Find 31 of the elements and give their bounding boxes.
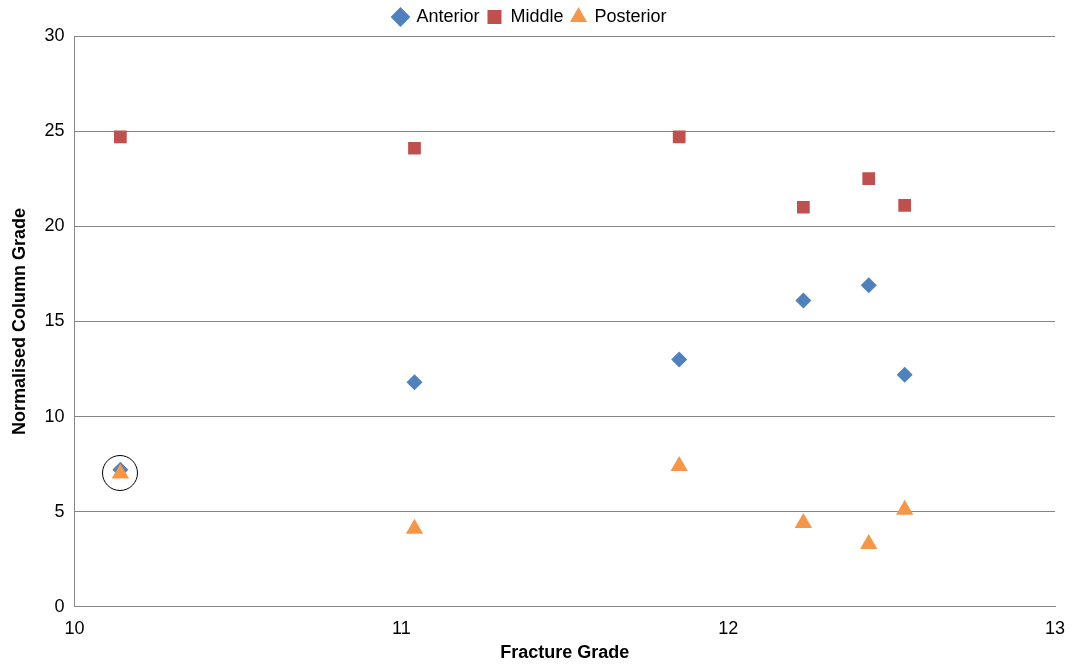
- legend-label: Anterior: [416, 5, 480, 26]
- x-axis-title: Fracture Grade: [500, 642, 630, 663]
- point: [896, 366, 913, 383]
- y-tick-label: 15: [44, 310, 65, 331]
- legend-label: Posterior: [594, 5, 667, 26]
- y-tick-label: 20: [44, 215, 65, 236]
- point: [408, 141, 421, 155]
- point: [860, 534, 878, 550]
- point: [860, 277, 877, 294]
- point: [896, 499, 914, 515]
- x-tick-label: 12: [718, 617, 739, 638]
- point: [898, 198, 912, 212]
- point: [114, 130, 127, 144]
- point: [405, 518, 424, 534]
- legend-label: Middle: [510, 5, 564, 26]
- point: [795, 292, 812, 309]
- y-tick-label: 25: [44, 120, 65, 141]
- point: [406, 374, 423, 391]
- y-tick-label: 5: [54, 500, 65, 521]
- y-axis-title: Normalised Column Grade: [8, 207, 29, 435]
- point: [671, 351, 688, 368]
- point: [862, 172, 876, 186]
- y-tick-label: 30: [44, 24, 65, 45]
- x-tick-label: 13: [1044, 617, 1066, 638]
- point: [670, 456, 688, 471]
- x-tick-label: 11: [392, 617, 411, 638]
- point: [672, 130, 686, 144]
- y-tick-label: 10: [44, 405, 65, 426]
- point: [794, 513, 813, 529]
- y-tick-label: 0: [54, 595, 65, 616]
- point: [797, 200, 810, 214]
